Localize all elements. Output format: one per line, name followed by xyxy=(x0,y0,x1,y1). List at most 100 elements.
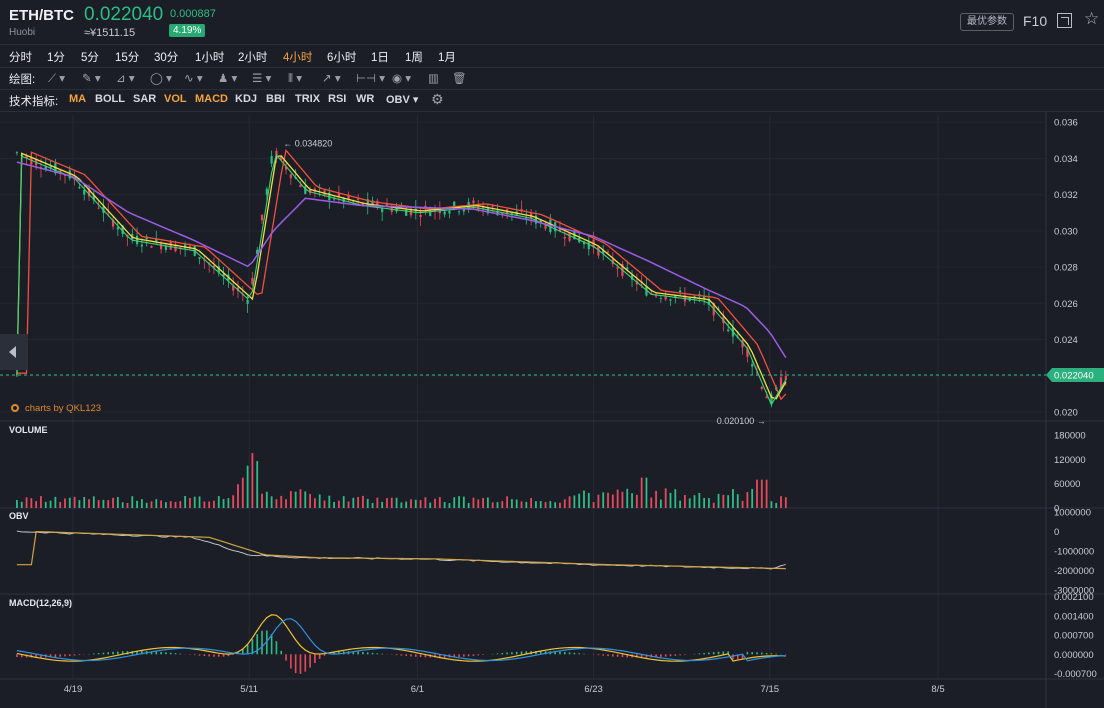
indicator-rsi[interactable]: RSI xyxy=(328,93,347,105)
macd-hist-bar xyxy=(583,653,585,655)
tab-period-0[interactable]: 分时 xyxy=(9,52,32,64)
trash-icon[interactable]: 🗑 xyxy=(452,73,467,85)
volume-bar xyxy=(83,497,86,508)
volume-bar xyxy=(703,497,706,508)
volume-bar xyxy=(35,501,38,508)
tab-period-10[interactable]: 1周 xyxy=(405,52,423,64)
volume-bar xyxy=(241,477,244,508)
tab-period-2[interactable]: 5分 xyxy=(81,52,99,64)
volume-bar xyxy=(655,490,657,508)
candle-body xyxy=(212,265,216,268)
candle-body xyxy=(284,166,288,170)
volume-bar xyxy=(68,497,71,508)
candle-body xyxy=(150,246,153,248)
tab-period-7[interactable]: 4小时 xyxy=(283,52,313,64)
volume-bar xyxy=(640,477,643,508)
indicator-bbi[interactable]: BBI xyxy=(266,93,285,105)
period-tabs: 分时 1分 5分 15分 30分 1小时 2小时 4小时 6小时 1日 1周 1月 xyxy=(0,45,1104,68)
macd-hist-bar xyxy=(506,652,508,655)
volume-bar xyxy=(184,496,187,508)
candle-body xyxy=(83,189,86,195)
volume-bar xyxy=(366,498,369,508)
indicator-trix[interactable]: TRIX xyxy=(295,93,321,105)
f10-button[interactable]: F10 xyxy=(1023,13,1048,29)
candle-body xyxy=(121,225,124,235)
macd-hist-bar xyxy=(357,651,359,655)
candle-body xyxy=(304,186,307,194)
volume-bar xyxy=(217,496,220,508)
indicator-obv[interactable]: OBV ▾ xyxy=(386,94,419,106)
pen-tool-icon[interactable]: ✎ ▾ xyxy=(82,73,101,85)
fullscreen-icon[interactable] xyxy=(1057,13,1072,28)
fib-tool-icon[interactable]: ☰ ▾ xyxy=(252,73,272,85)
tab-period-8[interactable]: 6小时 xyxy=(327,52,357,64)
tab-period-3[interactable]: 15分 xyxy=(115,52,140,64)
candle-body xyxy=(664,296,667,300)
indicator-vol[interactable]: VOL xyxy=(164,93,187,105)
pattern-tool-icon[interactable]: ♟ ▾ xyxy=(218,73,238,85)
volume-bar xyxy=(684,495,686,508)
wave-tool-icon[interactable]: ∿ ▾ xyxy=(184,73,203,85)
bars-tool-icon[interactable]: ▥ xyxy=(428,73,439,85)
circle-tool-icon[interactable]: ◯ ▾ xyxy=(150,73,172,85)
candle-body xyxy=(361,202,365,206)
optimal-params-button[interactable]: 最优参数 xyxy=(960,13,1014,31)
candle-body xyxy=(630,275,634,280)
macd-hist-bar xyxy=(227,654,230,657)
macd-hist-bar xyxy=(107,652,110,655)
measure-tool-icon[interactable]: ⊢⊣ ▾ xyxy=(356,73,386,85)
volume-bar xyxy=(299,489,302,508)
volume-bar xyxy=(140,499,143,508)
macd-hist-bar xyxy=(525,651,528,655)
macd-hist-bar xyxy=(266,630,268,655)
candle-body xyxy=(25,155,28,159)
arrow-tool-icon[interactable]: ↗ ▾ xyxy=(322,73,341,85)
macd-hist-bar xyxy=(366,652,369,655)
macd-hist-bar xyxy=(645,654,648,658)
macd-hist-bar xyxy=(121,651,124,655)
eye-tool-icon[interactable]: ◉ ▾ xyxy=(392,73,412,85)
tab-period-6[interactable]: 2小时 xyxy=(238,52,268,64)
tab-period-5[interactable]: 1小时 xyxy=(195,52,225,64)
macd-hist-bar xyxy=(275,641,278,655)
volume-bar xyxy=(390,497,393,508)
macd-hist-bar xyxy=(261,630,263,655)
indicator-kdj[interactable]: KDJ xyxy=(235,93,258,105)
macd-hist-bar xyxy=(434,654,436,658)
indicator-wr[interactable]: WR xyxy=(356,93,375,105)
tab-period-4[interactable]: 30分 xyxy=(154,52,179,64)
candle-body xyxy=(746,348,749,357)
tab-period-9[interactable]: 1日 xyxy=(371,52,389,64)
indicator-macd[interactable]: MACD xyxy=(195,93,228,105)
candle-body xyxy=(419,214,422,217)
candle-body xyxy=(390,208,393,213)
candle-body xyxy=(203,259,206,261)
macd-hist-bar xyxy=(770,653,773,655)
volume-bar xyxy=(92,496,95,508)
volume-bar xyxy=(160,500,163,508)
scroll-left-button[interactable] xyxy=(0,334,28,370)
volume-bar xyxy=(780,496,782,508)
indicator-boll[interactable]: BOLL xyxy=(95,93,125,105)
channel-tool-icon[interactable]: ⊿ ▾ xyxy=(116,73,135,85)
indicator-settings-icon[interactable]: ⚙ xyxy=(431,91,444,107)
line-tool-icon[interactable]: ⟋ ▾ xyxy=(48,73,66,85)
macd-hist-bar xyxy=(515,651,518,655)
volume-bar xyxy=(294,491,297,508)
tab-period-11[interactable]: 1月 xyxy=(438,52,456,64)
star-icon[interactable]: ☆ xyxy=(1084,9,1100,28)
indicator-sar[interactable]: SAR xyxy=(133,93,157,105)
low-annotation: 0.020100 → xyxy=(717,416,766,426)
tab-period-1[interactable]: 1分 xyxy=(47,52,65,64)
macd-hist-bar xyxy=(73,654,76,656)
gann-tool-icon[interactable]: ⦀ ▾ xyxy=(288,73,303,85)
candle-body xyxy=(381,208,384,213)
volume-bar xyxy=(453,497,456,508)
exchange-name: Huobi xyxy=(9,27,36,38)
macd-hist-bar xyxy=(443,654,446,658)
volume-bar xyxy=(352,497,355,508)
macd-hist-bar xyxy=(405,654,407,657)
volume-bar xyxy=(727,495,730,508)
indicator-ma[interactable]: MA xyxy=(69,93,87,105)
